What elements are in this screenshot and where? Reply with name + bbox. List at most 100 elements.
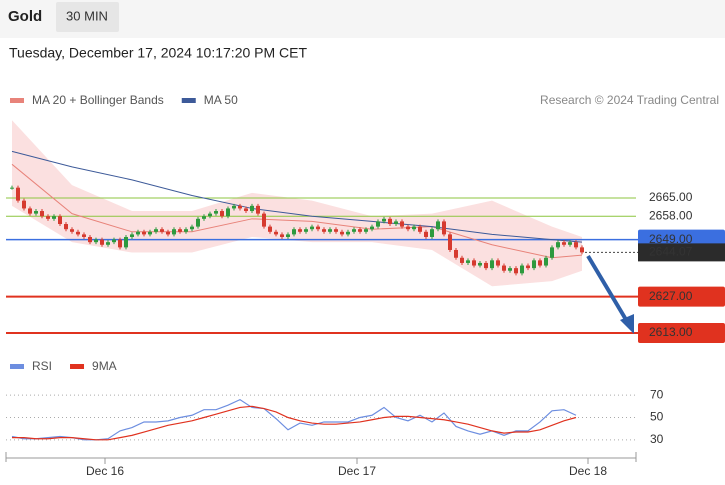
ma-line (11, 163, 583, 259)
y-tick-label: 50 (650, 410, 664, 424)
candle-body (280, 234, 284, 237)
candle-body (562, 242, 566, 245)
candle-body (22, 200, 26, 209)
candle-body (262, 213, 266, 227)
candle-body (358, 229, 362, 232)
legend-label: MA 20 + Bollinger Bands (32, 93, 164, 107)
candle-body (40, 211, 44, 217)
last-price-label: 2644.07 (649, 245, 693, 259)
candle-body (532, 260, 536, 269)
credit: Research © 2024 Trading Central (540, 93, 719, 107)
candle-body (436, 221, 440, 230)
legend-swatch (70, 364, 85, 369)
candle-body (70, 229, 74, 232)
candle-body (556, 242, 560, 248)
bollinger-band (12, 120, 582, 287)
candle-body (520, 265, 524, 274)
candle-body (292, 229, 296, 235)
candle-body (88, 236, 92, 243)
candle-body (316, 226, 320, 230)
legend-swatch (10, 98, 24, 103)
legend-label: 9MA (92, 359, 117, 373)
candle-body (232, 205, 236, 209)
ma-line (11, 150, 583, 243)
candle-body (580, 247, 584, 253)
symbol: Gold (8, 8, 42, 25)
level-label: 2613.00 (649, 325, 693, 339)
candle-body (226, 208, 230, 217)
candle-body (466, 260, 470, 263)
timeframe-button[interactable] (56, 2, 119, 32)
legend-swatch (181, 98, 196, 103)
level-label: 2665.00 (649, 190, 693, 204)
candle-body (484, 262, 488, 269)
candle-body (310, 226, 314, 230)
level-label: 2649.00 (649, 232, 693, 246)
candle-body (166, 231, 170, 235)
candle-body (412, 226, 416, 230)
candle-body (574, 242, 578, 248)
candle-body (76, 231, 80, 235)
timeframe[interactable]: 30 MIN (66, 8, 108, 23)
forecast-arrow (586, 254, 630, 325)
candle-body (460, 257, 464, 263)
candle-body (58, 216, 62, 225)
candle-body (298, 229, 302, 232)
candle-body (112, 239, 116, 243)
candle-body (514, 268, 518, 274)
candle-body (52, 216, 56, 219)
candle-body (202, 216, 206, 219)
candle-body (82, 234, 86, 237)
candle-body (130, 234, 134, 237)
candle-body (472, 260, 476, 266)
level-label: 2627.00 (649, 289, 693, 303)
candle-body (28, 208, 32, 214)
candle-body (94, 239, 98, 243)
candle-body (508, 268, 512, 271)
candle-body (304, 229, 308, 232)
candle-body (10, 187, 14, 189)
candle-body (568, 242, 572, 245)
candle-body (406, 226, 410, 230)
candle-body (238, 205, 242, 209)
candle-body (46, 216, 50, 219)
candle-body (184, 229, 188, 232)
candle-body (178, 229, 182, 232)
candle-body (538, 260, 542, 266)
level-label-box (638, 323, 725, 344)
candle-body (388, 218, 392, 225)
timestamp: Tuesday, December 17, 2024 10:17:20 PM C… (9, 45, 307, 61)
candle-body (142, 231, 146, 235)
candle-body (154, 229, 158, 232)
candle-body (502, 265, 506, 271)
candle-body (454, 249, 458, 258)
rsi-line (11, 398, 577, 441)
candle-body (286, 234, 290, 237)
candle-body (322, 229, 326, 232)
x-tick-label: Dec 18 (569, 464, 607, 478)
price-chart: MA 20 + Bollinger Bands MA 50 2665.00 2658.… (6, 93, 725, 344)
candle-body (160, 229, 164, 232)
candle-body (418, 226, 422, 232)
candle-body (250, 205, 254, 212)
candle-body (106, 242, 110, 245)
candle-body (346, 231, 350, 235)
y-tick-label: 30 (650, 432, 664, 446)
last-price-box (638, 243, 725, 262)
header-bar (0, 0, 725, 38)
candle-body (334, 229, 338, 232)
level-label: 2658.00 (649, 208, 693, 222)
candle-body (448, 234, 452, 250)
level-label-box (638, 286, 725, 307)
forecast-arrowhead (620, 314, 634, 334)
candle-body (214, 211, 218, 214)
legend-label: RSI (32, 359, 52, 373)
candle-body (196, 218, 200, 227)
candle-body (370, 226, 374, 230)
rsi-chart: RSI 9MA 30 50 70 Dec 16 Dec 17 Dec 18 (5, 359, 664, 478)
candle-body (490, 260, 494, 269)
candle-body (16, 187, 20, 201)
candle-body (394, 221, 398, 225)
